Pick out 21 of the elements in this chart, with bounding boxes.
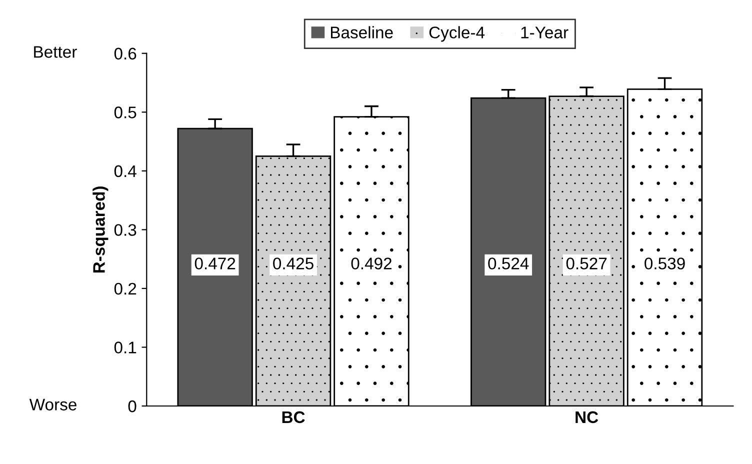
y-tick-label: 0.3 [114,224,136,236]
text: Better [34,46,77,58]
y-tick-label: 0.2 [114,282,136,295]
x-tick-label: BC [282,411,305,424]
y-axis-title: R-squared) [92,186,108,273]
data-label: 0.492 [351,258,392,270]
data-label: 0.524 [488,258,529,270]
x-tick-label: NC [576,411,598,424]
data-label: 0.425 [273,258,314,270]
data-label: 0.472 [194,258,236,270]
y-tick-label: 0.5 [114,106,136,118]
y-tick-label: 0.1 [114,342,136,354]
data-label: 0.539 [644,258,685,270]
data-label: 0.527 [566,258,607,270]
y-tick-label: 0.4 [114,165,136,178]
legend-label: 1-Year [521,26,568,38]
legend-label: Cycle-4 [429,26,485,42]
text: Worse [29,398,76,410]
legend-label: Baseline [330,26,393,38]
y-tick-label: 0.6 [114,48,136,60]
y-tick-label: 0 [128,400,136,412]
